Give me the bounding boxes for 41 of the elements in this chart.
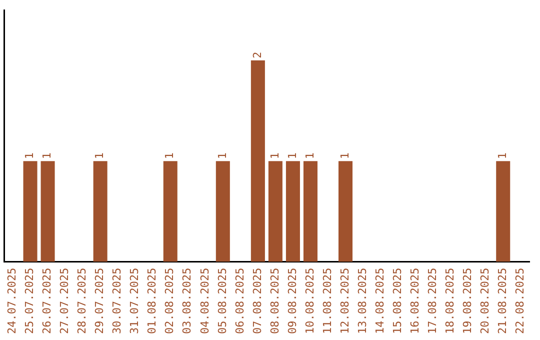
x-tick-label: 29.07.2025	[93, 268, 106, 334]
data-label: 2	[250, 52, 264, 58]
x-tick-label: 01.08.2025	[146, 268, 159, 334]
x-tick-label: 03.08.2025	[180, 268, 194, 334]
data-label: 1	[286, 152, 299, 160]
x-tick-label: 20.08.2025	[478, 268, 492, 334]
data-label: 1	[93, 152, 106, 160]
x-tick-label: 13.08.2025	[356, 268, 369, 334]
x-tick-label: 30.07.2025	[110, 268, 124, 334]
x-tick-label: 07.08.2025	[250, 268, 264, 334]
x-tick-label: 15.08.2025	[390, 268, 404, 334]
x-tick-label: 10.08.2025	[303, 268, 316, 334]
data-label: 1	[23, 152, 36, 160]
x-tick-label: 18.08.2025	[443, 268, 456, 334]
x-tick-label: 22.08.2025	[513, 268, 526, 334]
x-tick-label: 17.08.2025	[426, 268, 439, 334]
x-tick-label: 12.08.2025	[338, 268, 352, 334]
data-label: 1	[163, 152, 176, 160]
x-tick-label: 14.08.2025	[373, 268, 386, 334]
data-label: 1	[496, 152, 509, 160]
x-tick-label: 21.08.2025	[496, 268, 509, 334]
data-label: 1	[338, 152, 352, 160]
x-tick-label: 26.07.2025	[40, 268, 54, 334]
x-tick-label: 02.08.2025	[163, 268, 176, 334]
x-tick-label: 24.07.2025	[6, 268, 19, 334]
x-tick-label: 27.07.2025	[58, 268, 72, 334]
x-tick-label: 25.07.2025	[23, 268, 36, 334]
x-tick-label: 06.08.2025	[233, 268, 246, 334]
x-tick-label: 28.07.2025	[76, 268, 89, 334]
data-label: 1	[268, 152, 282, 160]
x-tick-label: 04.08.2025	[198, 268, 212, 334]
data-label: 1	[216, 152, 229, 160]
x-tick-label: 31.07.2025	[128, 268, 142, 334]
data-label: 1	[40, 152, 54, 160]
x-tick-label: 09.08.2025	[286, 268, 299, 334]
x-tick-label: 08.08.2025	[268, 268, 282, 334]
x-tick-label: 19.08.2025	[460, 268, 474, 334]
x-tick-label: 16.08.2025	[408, 268, 422, 334]
x-tick-label: 05.08.2025	[216, 268, 229, 334]
x-tick-label: 11.08.2025	[320, 268, 334, 334]
data-label: 1	[303, 152, 316, 160]
